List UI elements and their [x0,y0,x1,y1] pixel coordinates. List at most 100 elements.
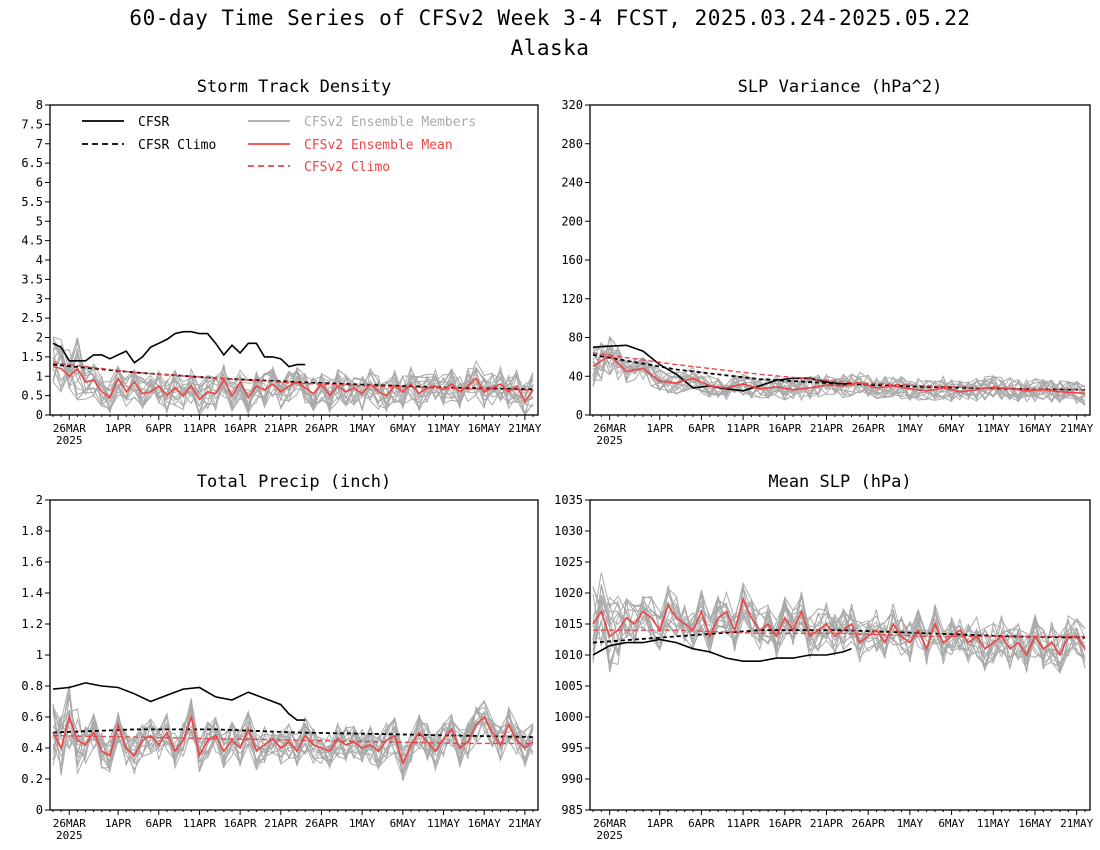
y-tick-label: 0.2 [21,772,43,786]
y-tick-label: 0.4 [21,741,43,755]
y-tick-label: 1010 [554,648,583,662]
x-tick-label: 11MAY [977,817,1010,830]
ensemble-member-line [52,706,534,779]
x-tick-label: 26APR [305,817,338,830]
y-tick-label: 0 [36,408,43,422]
x-tick-label: 16APR [224,422,257,435]
y-tick-label: 80 [569,331,583,345]
x-tick-label: 16MAY [468,422,501,435]
x-tick-label: 6MAY [938,422,965,435]
y-tick-label: 1035 [554,493,583,507]
x-tick-label: 6MAY [390,422,417,435]
x-tick-label: 26APR [852,817,885,830]
x-tick-label: 16APR [768,817,801,830]
legend-label: CFSv2 Ensemble Mean [304,138,453,153]
x-tick-label: 11MAY [427,422,460,435]
cfsr-climo-line [592,354,1086,391]
x-tick-label: 6APR [146,422,173,435]
legend-label: CFSv2 Climo [304,160,390,175]
cfsr-climo-line [52,728,534,738]
y-tick-label: 1000 [554,710,583,724]
y-tick-label: 160 [561,253,583,267]
y-tick-label: 5.5 [21,195,43,209]
x-tick-label: 6APR [688,422,715,435]
ensemble-member-line [52,344,534,408]
cfsv2-ensemble-mean-line [592,596,1086,657]
x-tick-label: 21MAY [508,422,541,435]
ensemble-member-line [592,585,1086,669]
legend-label: CFSR [138,115,169,130]
legend-label: CFSR Climo [138,138,216,153]
ensemble-member-line [52,336,534,414]
cfsv2-ensemble-mean-line [52,365,534,403]
cfsv2-climo-line [52,734,533,745]
y-tick-label: 2.5 [21,311,43,325]
x-tick-label: 26APR [852,422,885,435]
y-tick-label: 1.6 [21,555,43,569]
ensemble-member-line [592,584,1086,671]
chart-title: Mean SLP (hPa) [768,472,911,492]
y-tick-label: 280 [561,137,583,151]
plot-frame [49,104,539,416]
x-tick-label: 1MAY [349,817,376,830]
y-tick-label: 1030 [554,524,583,538]
y-tick-label: 1.5 [21,350,43,364]
y-tick-label: 0.6 [21,710,43,724]
x-tick-label: 21MAY [1060,422,1093,435]
y-tick-label: 1.4 [21,586,43,600]
x-year-label: 2025 [596,829,623,842]
chart-title: SLP Variance (hPa^2) [738,77,943,97]
x-tick-label: 1MAY [897,422,924,435]
plot-frame [49,499,539,811]
x-tick-label: 21APR [810,422,843,435]
cfsr-line [52,682,306,721]
x-tick-label: 21APR [264,817,297,830]
ensemble-member-line [52,348,534,412]
y-tick-label: 40 [569,369,583,383]
x-tick-label: 26MAR [53,422,86,435]
chart-title: Total Precip (inch) [197,472,391,492]
x-tick-label: 11APR [183,817,216,830]
y-tick-label: 200 [561,214,583,228]
x-year-label: 2025 [596,434,623,447]
y-tick-label: 1 [36,369,43,383]
x-tick-label: 11MAY [427,817,460,830]
chart-panel-1: Storm Track Density 0 0.5 1 1.5 2 2.5 3 3.5 4 4.5 5… [21,77,541,447]
y-tick-label: 1005 [554,679,583,693]
x-tick-label: 16APR [768,422,801,435]
y-tick-label: 1.2 [21,617,43,631]
ensemble-members [592,335,1086,406]
cfsv2-ensemble-mean-line [52,714,534,766]
x-tick-label: 1APR [646,817,673,830]
x-tick-label: 1APR [646,422,673,435]
ensemble-members [52,336,534,417]
y-tick-label: 120 [561,292,583,306]
y-tick-label: 7.5 [21,117,43,131]
y-tick-label: 240 [561,176,583,190]
cfsv2-climo-line [593,629,1085,638]
y-tick-label: 6.5 [21,156,43,170]
y-tick-label: 0 [36,803,43,817]
x-tick-label: 16APR [224,817,257,830]
x-tick-label: 26MAR [593,422,626,435]
ensemble-member-line [592,346,1086,401]
x-year-label: 2025 [56,829,83,842]
y-tick-label: 995 [561,741,583,755]
chart-panel-4: Mean SLP (hPa) 985 990 995 1000 1005 1010 1015 1… [554,472,1093,842]
y-tick-label: 3.5 [21,272,43,286]
y-tick-label: 2 [36,493,43,507]
y-tick-label: 1015 [554,617,583,631]
cfsr-line [52,330,306,368]
y-tick-label: 1 [36,648,43,662]
x-tick-label: 6MAY [390,817,417,830]
y-tick-label: 6 [36,176,43,190]
x-tick-label: 16MAY [1018,422,1051,435]
ensemble-member-line [52,693,534,773]
x-tick-label: 26APR [305,422,338,435]
page-subtitle: Alaska [510,36,590,60]
y-tick-label: 3 [36,292,43,306]
x-tick-label: 11APR [727,422,760,435]
x-tick-label: 6MAY [938,817,965,830]
